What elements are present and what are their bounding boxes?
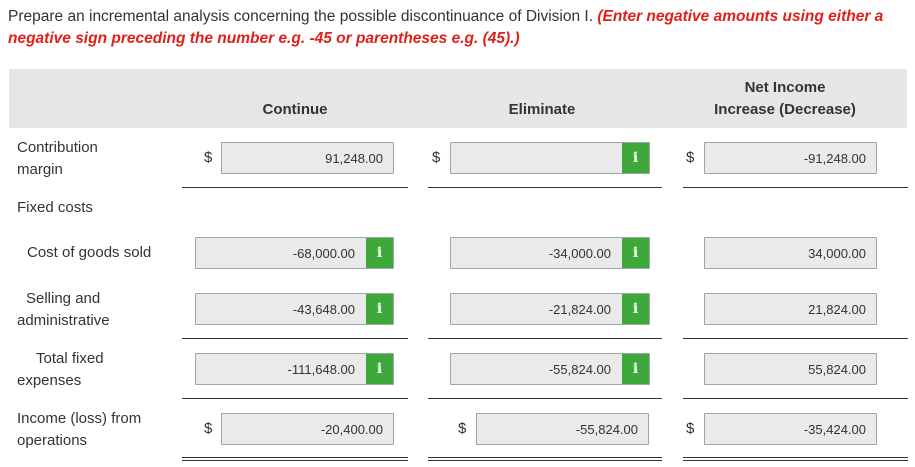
- subtotal-rule: [182, 187, 408, 188]
- subtotal-rule: [182, 398, 408, 399]
- total-fixed-net-field[interactable]: 55,824.00: [704, 353, 877, 385]
- contribution-eliminate-field[interactable]: i: [450, 142, 650, 174]
- dollar-sign: $: [204, 149, 213, 166]
- field-value: 21,824.00: [808, 302, 866, 317]
- row-label-contribution-margin: Contribution margin: [17, 137, 98, 181]
- selling-net-field[interactable]: 21,824.00: [704, 293, 877, 325]
- column-header-net-income-line2: Increase (Decrease): [714, 101, 856, 118]
- row-label-income-loss: Income (loss) from operations: [17, 408, 141, 452]
- field-value: 55,824.00: [808, 362, 866, 377]
- instructions-text: Prepare an incremental analysis concerni…: [8, 8, 598, 25]
- row-label-fixed-costs: Fixed costs: [17, 199, 93, 216]
- total-double-rule: [182, 457, 408, 461]
- column-header-eliminate: Eliminate: [508, 101, 576, 118]
- info-icon[interactable]: i: [366, 238, 393, 268]
- subtotal-rule: [182, 338, 408, 339]
- field-value: -43,648.00: [292, 302, 355, 317]
- dollar-sign: $: [204, 420, 213, 437]
- selling-eliminate-field[interactable]: -21,824.00 i: [450, 293, 650, 325]
- column-header-net-income-line1: Net Income: [744, 79, 826, 96]
- dollar-sign: $: [686, 420, 695, 437]
- income-eliminate-field[interactable]: -55,824.00: [476, 413, 649, 445]
- dollar-sign: $: [432, 149, 441, 166]
- info-icon[interactable]: i: [366, 294, 393, 324]
- cogs-eliminate-field[interactable]: -34,000.00 i: [450, 237, 650, 269]
- field-value: -111,648.00: [287, 362, 355, 377]
- instructions: Prepare an incremental analysis concerni…: [8, 6, 908, 50]
- info-icon[interactable]: i: [622, 294, 649, 324]
- row-label-line1: Contribution: [17, 139, 98, 156]
- info-icon[interactable]: i: [622, 238, 649, 268]
- total-double-rule: [428, 457, 662, 461]
- subtotal-rule: [428, 187, 662, 188]
- field-value: -68,000.00: [292, 246, 355, 261]
- subtotal-rule: [683, 338, 908, 339]
- row-label-line2: margin: [17, 161, 63, 178]
- selling-continue-field[interactable]: -43,648.00 i: [195, 293, 394, 325]
- dollar-sign: $: [686, 149, 695, 166]
- subtotal-rule: [428, 398, 662, 399]
- info-icon[interactable]: i: [622, 143, 649, 173]
- income-net-field[interactable]: -35,424.00: [704, 413, 877, 445]
- column-header-continue: Continue: [262, 101, 328, 118]
- row-label-line2: operations: [17, 432, 88, 449]
- subtotal-rule: [683, 187, 908, 188]
- field-value: 91,248.00: [325, 151, 383, 166]
- total-double-rule: [683, 457, 908, 461]
- dollar-sign: $: [458, 420, 467, 437]
- field-value: -21,824.00: [548, 302, 611, 317]
- field-value: 34,000.00: [808, 246, 866, 261]
- info-icon[interactable]: i: [622, 354, 649, 384]
- subtotal-rule: [428, 338, 662, 339]
- info-icon[interactable]: i: [366, 354, 393, 384]
- total-fixed-continue-field[interactable]: -111,648.00 i: [195, 353, 394, 385]
- contribution-net-field[interactable]: -91,248.00: [704, 142, 877, 174]
- field-value: -91,248.00: [803, 151, 866, 166]
- field-value: -34,000.00: [548, 246, 611, 261]
- row-label-line1: Selling and: [26, 290, 101, 307]
- row-label-line1: Income (loss) from: [17, 410, 142, 427]
- field-value: -55,824.00: [548, 362, 611, 377]
- row-label-selling-administrative: Selling and administrative: [17, 288, 110, 332]
- row-label-cost-of-goods-sold: Cost of goods sold: [27, 244, 152, 261]
- row-label-line2: expenses: [17, 372, 82, 389]
- field-value: -20,400.00: [320, 422, 383, 437]
- total-fixed-eliminate-field[interactable]: -55,824.00 i: [450, 353, 650, 385]
- row-label-line2: administrative: [17, 312, 110, 329]
- cogs-net-field[interactable]: 34,000.00: [704, 237, 877, 269]
- subtotal-rule: [683, 398, 908, 399]
- contribution-continue-field[interactable]: 91,248.00: [221, 142, 394, 174]
- row-label-line1: Total fixed: [36, 350, 104, 367]
- income-continue-field[interactable]: -20,400.00: [221, 413, 394, 445]
- row-label-total-fixed-expenses: Total fixed expenses: [17, 348, 104, 392]
- field-value: -35,424.00: [803, 422, 866, 437]
- field-value: -55,824.00: [575, 422, 638, 437]
- cogs-continue-field[interactable]: -68,000.00 i: [195, 237, 394, 269]
- negative-amount-warning: (Enter negative amounts using either a n…: [8, 8, 884, 47]
- table-header: [9, 69, 907, 128]
